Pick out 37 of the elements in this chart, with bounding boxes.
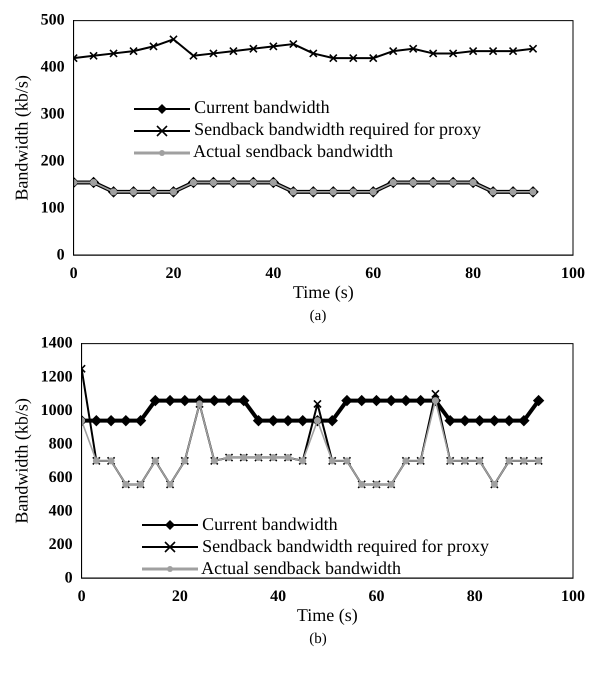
legend-label: Sendback bandwidth required for proxy [202, 536, 490, 556]
y-tick-label: 100 [40, 199, 65, 216]
legend-label: Actual sendback bandwidth [193, 140, 394, 161]
x-tick-label: 80 [465, 264, 482, 282]
x-tick-label: 60 [368, 588, 384, 605]
y-tick-label: 0 [64, 569, 73, 586]
legend-label: Current bandwidth [194, 96, 330, 117]
text: (b) [308, 631, 328, 648]
y-tick-label: 200 [48, 536, 73, 553]
x-tick-label: 60 [365, 264, 382, 282]
y-tick-label: 300 [40, 106, 65, 123]
x-tick-label: 20 [172, 588, 188, 605]
x-tick-label: 100 [561, 264, 585, 282]
y-tick-label: 1400 [40, 334, 73, 352]
x-axis-title: Time (s) [292, 282, 354, 302]
y-tick-label: 800 [48, 435, 73, 452]
legend-label: Sendback bandwidth required for proxy [194, 118, 482, 139]
legend-label: Current bandwidth [202, 514, 338, 534]
y-axis-title: Bandwidth (kb/s) [12, 75, 32, 201]
y-tick-label: 500 [40, 12, 65, 29]
y-tick-label: 600 [48, 468, 73, 486]
x-axis-title: Time (s) [296, 604, 358, 625]
y-axis-title: Bandwidth (kb/s) [12, 398, 32, 524]
legend-label: Actual sendback bandwidth [201, 558, 402, 578]
x-tick-label: 40 [265, 264, 282, 282]
x-tick-label: 100 [561, 588, 585, 605]
y-tick-label: 1200 [40, 368, 73, 386]
y-tick-label: 0 [56, 246, 65, 264]
x-tick-label: 40 [270, 588, 286, 605]
x-tick-label: 80 [466, 588, 483, 605]
y-tick-label: 1000 [40, 402, 73, 419]
y-tick-label: 400 [40, 58, 65, 76]
y-tick-label: 200 [40, 152, 65, 170]
text: (a) [308, 308, 328, 325]
x-tick-label: 20 [165, 264, 182, 282]
y-tick-label: 400 [48, 502, 73, 520]
x-tick-label: 0 [78, 588, 86, 605]
